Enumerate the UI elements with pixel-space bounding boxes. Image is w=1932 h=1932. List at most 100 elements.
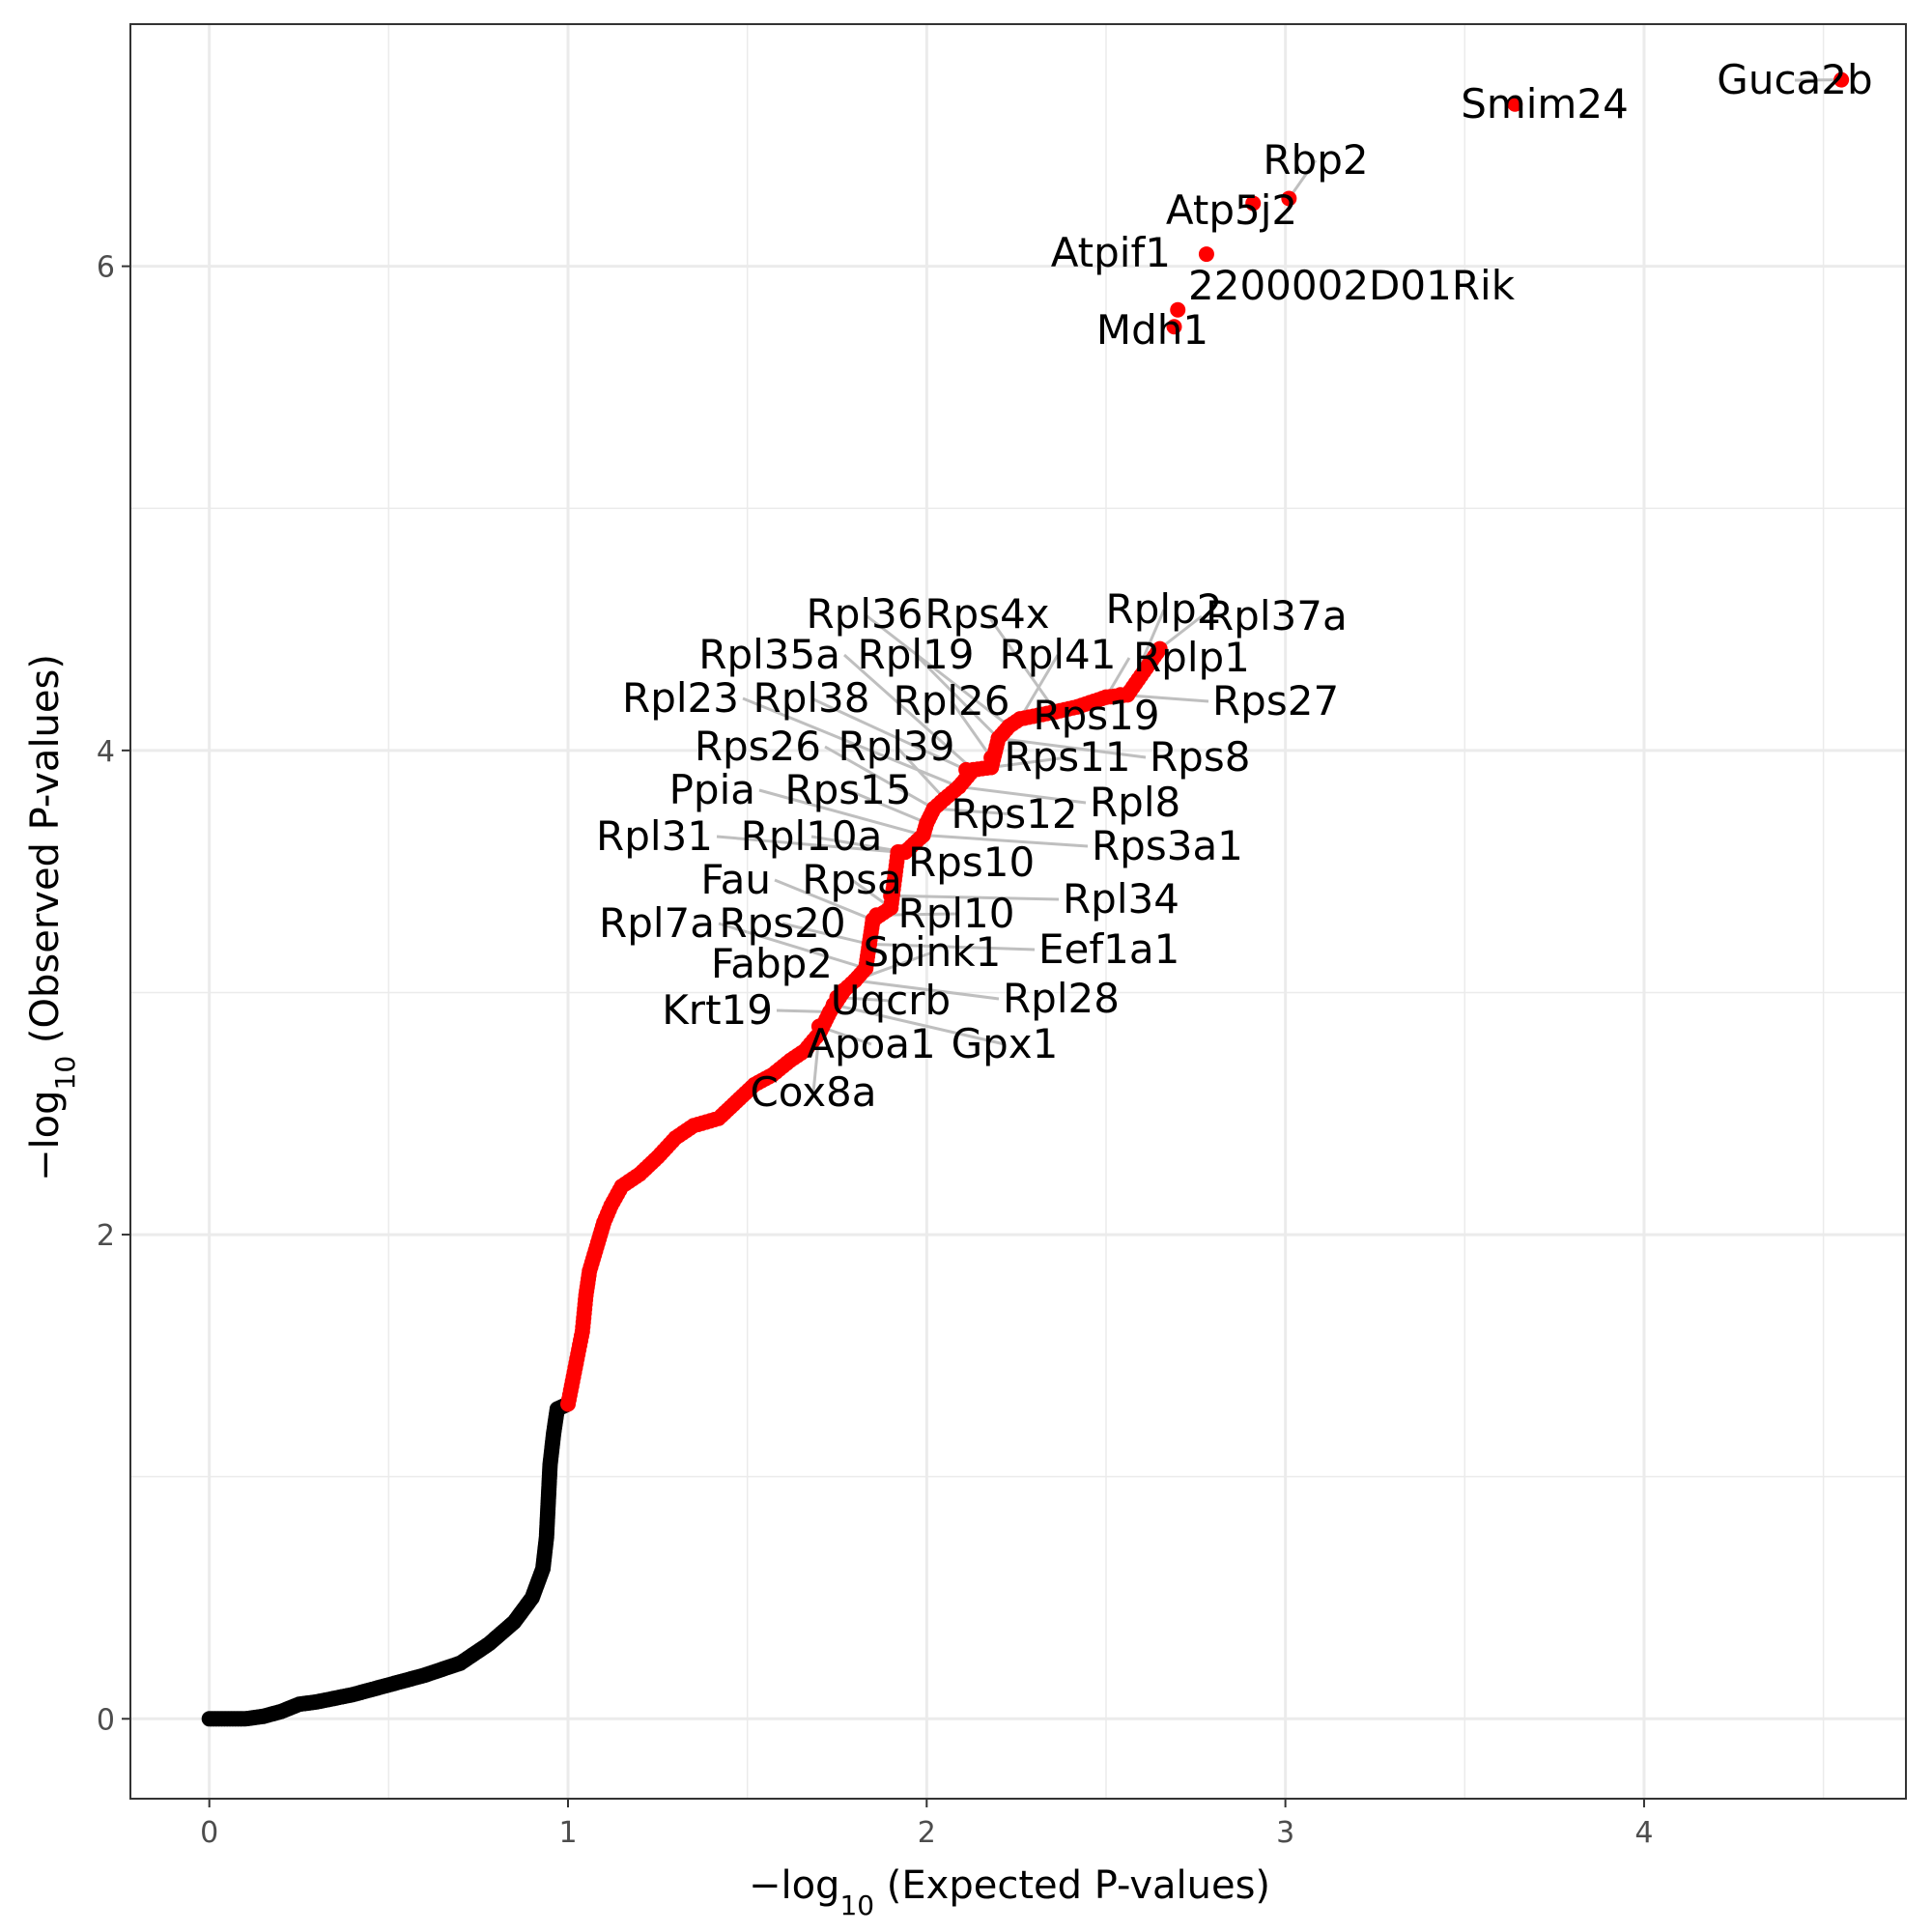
gene-label: Rpl31 [596, 812, 713, 860]
label-connector [895, 745, 946, 800]
gene-label: Smim24 [1461, 80, 1629, 128]
gene-label: Rps10 [908, 838, 1035, 886]
labeled-point [951, 779, 967, 795]
gene-label: Rps27 [1212, 677, 1339, 724]
y-tick-label: 4 [97, 735, 115, 769]
gene-label: Rpl39 [838, 723, 955, 770]
label-connector [854, 979, 1000, 1001]
gene-label: Apoa1 [807, 1020, 936, 1067]
gene-label: Rpl38 [753, 674, 870, 722]
gene-label: Rpl35a [698, 631, 840, 678]
label-connector [985, 613, 1058, 713]
labeled-point [1198, 246, 1214, 263]
label-connector [810, 835, 906, 854]
labeled-point [1069, 698, 1086, 715]
y-tick-label: 6 [97, 251, 115, 285]
gene-label: Rpl10 [898, 890, 1015, 937]
gene-label: Atp5j2 [1166, 186, 1297, 234]
label-connector [716, 835, 898, 854]
gene-label: Rpl37a [1206, 592, 1348, 639]
labeled-point [868, 907, 885, 923]
label-connector [824, 745, 935, 810]
gene-label: Guca2b [1717, 56, 1872, 103]
label-connector [1158, 614, 1203, 650]
labeled-point [810, 1026, 827, 1042]
label-connector [833, 1003, 1006, 1046]
label-connector [1018, 654, 1060, 721]
labeled-point [1833, 71, 1850, 88]
gene-label: Rpl19 [858, 631, 975, 678]
gene-label: Fau [700, 856, 771, 903]
labeled-point [1507, 96, 1523, 112]
labeled-point [990, 730, 1007, 747]
labeled-point [915, 827, 931, 843]
gene-label: Rpl23 [622, 674, 739, 722]
label-connector [914, 653, 1000, 740]
label-connector [864, 612, 1010, 727]
labeled-point [1166, 319, 1182, 335]
labeled-point [822, 1004, 838, 1020]
y-axis-ticks: 0 2 4 6 [97, 251, 130, 1737]
gene-label: Rpl10a [741, 812, 883, 860]
gene-label: Cox8a [750, 1068, 876, 1116]
labeled-point [890, 844, 906, 861]
x-tick-label: 2 [918, 1816, 936, 1850]
gene-label: Krt19 [662, 986, 773, 1034]
x-tick-label: 3 [1276, 1816, 1294, 1850]
labeled-point [1047, 703, 1064, 720]
x-axis-title: −log10 (Expected P-values) [749, 1863, 1270, 1921]
gene-label: Rpl7a [599, 899, 715, 947]
gene-label: Rpl34 [1063, 875, 1179, 923]
label-connector [958, 784, 1087, 805]
labeled-point [883, 888, 899, 904]
label-connector [718, 922, 867, 970]
gene-label: Gpx1 [952, 1020, 1059, 1067]
label-connector [776, 1009, 831, 1014]
gene-label: Rpl8 [1090, 779, 1180, 826]
x-axis-ticks: 0 1 2 3 4 [200, 1799, 1653, 1850]
x-tick-label: 0 [200, 1816, 218, 1850]
label-connector [950, 700, 993, 759]
gene-label: Fabp2 [711, 940, 833, 987]
labeled-point [1112, 687, 1128, 703]
gene-label: Rpl41 [1000, 631, 1117, 678]
labeled-point [861, 936, 877, 952]
gene-label: Rps12 [951, 790, 1077, 838]
labeled-point [847, 972, 864, 988]
panel-border [129, 23, 1907, 1800]
label-connector [891, 894, 1060, 901]
gene-label: Spink1 [864, 928, 1002, 976]
labeled-point [1245, 195, 1262, 212]
x-tick-label: 1 [558, 1816, 577, 1850]
gene-label: Rpl26 [894, 677, 1010, 724]
label-connector [933, 807, 1015, 816]
y-tick-label: 2 [97, 1219, 115, 1253]
label-connector [1288, 159, 1318, 200]
gene-label: Atpif1 [1051, 229, 1171, 276]
gene-label: Eef1a1 [1038, 925, 1179, 973]
y-axis-title: −log10 (Observed P-values) [23, 654, 81, 1181]
label-connector [781, 922, 870, 946]
gene-label: Ppia [669, 766, 755, 813]
gene-label: Rps4x [924, 590, 1049, 638]
gene-label: Rpl28 [1003, 975, 1120, 1022]
labeled-point [919, 815, 935, 832]
gene-label: Rbp2 [1263, 136, 1368, 184]
gene-label: Rpl36 [807, 590, 923, 638]
label-connector [758, 788, 923, 838]
gene-label: 2200002D01Rik [1188, 262, 1516, 309]
labeled-point [1151, 640, 1168, 657]
y-tick-label: 0 [97, 1703, 115, 1737]
label-connector [843, 653, 975, 772]
x-tick-label: 4 [1634, 1816, 1653, 1850]
labeled-point [1001, 718, 1017, 734]
gene-label: Mdh1 [1096, 306, 1208, 354]
gene-label: Rplp1 [1133, 634, 1250, 681]
gene-label: Uqcrb [831, 977, 951, 1024]
label-connector [998, 736, 1147, 759]
gene-label: Rps3a1 [1092, 822, 1243, 869]
labeled-point [936, 790, 952, 807]
label-connector [810, 696, 967, 772]
